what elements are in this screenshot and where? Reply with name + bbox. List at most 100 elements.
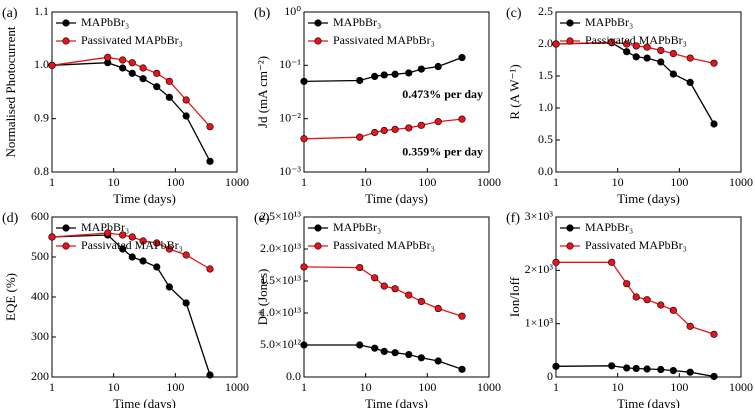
- data-point: [669, 49, 677, 58]
- y-tick-label: 2.5: [538, 4, 553, 18]
- data-point: [458, 53, 466, 62]
- data-point: [153, 263, 161, 271]
- plot-frame: [555, 11, 742, 173]
- legend-marker: [314, 242, 322, 250]
- data-point: [643, 296, 651, 304]
- legend-marker: [566, 19, 574, 27]
- data-point: [300, 77, 308, 85]
- data-point: [608, 38, 616, 46]
- data-point: [405, 351, 413, 359]
- x-tick-label: 1000: [729, 175, 753, 189]
- x-tick-label: 100: [166, 380, 184, 394]
- panel: (b) Time (days) Jd (mA cm⁻²) 1 10 100 1000 10⁻³…: [254, 4, 501, 206]
- data-point: [657, 46, 665, 55]
- data-point: [623, 364, 631, 372]
- legend-label: Passivated MAPbBr₃: [333, 238, 435, 252]
- data-point: [643, 365, 651, 373]
- data-point: [206, 123, 214, 131]
- y-tick-label: 1.0: [538, 100, 553, 114]
- data-point: [371, 72, 379, 81]
- x-axis-label: Time (days): [113, 191, 176, 206]
- y-tick-label: 400: [31, 289, 49, 303]
- data-point: [632, 293, 640, 301]
- panel: (c) Time (days) R (A W⁻¹) 1 10 100 1000 0.0 0.5 1…: [506, 4, 753, 206]
- data-point: [434, 357, 442, 365]
- data-point: [623, 280, 631, 288]
- x-axis-label: Time (days): [365, 396, 428, 408]
- legend-label: MAPbBr₃: [333, 15, 381, 29]
- data-point: [119, 64, 127, 72]
- data-point: [657, 365, 665, 374]
- data-point: [710, 372, 718, 381]
- data-point: [552, 258, 560, 266]
- y-tick-label: 10⁻²: [279, 110, 301, 124]
- data-point: [686, 54, 694, 62]
- data-point: [391, 349, 399, 357]
- data-point: [119, 56, 127, 64]
- data-point: [371, 274, 379, 282]
- legend-marker: [62, 224, 70, 232]
- panel-label: (c): [506, 6, 522, 21]
- data-point: [128, 59, 136, 67]
- legend-label: MAPbBr₃: [81, 15, 129, 29]
- legend-label: Passivated MAPbBr₃: [333, 33, 435, 47]
- y-tick-label: 200: [31, 369, 49, 383]
- data-point: [380, 126, 388, 135]
- data-point: [405, 69, 413, 77]
- data-point: [458, 115, 466, 123]
- data-point: [139, 237, 147, 245]
- x-tick-label: 1: [301, 175, 307, 189]
- data-point: [182, 96, 190, 104]
- y-axis-label: Jd (mA cm⁻²): [255, 56, 270, 128]
- x-tick-label: 100: [418, 380, 436, 394]
- data-point: [165, 245, 173, 253]
- data-point: [104, 53, 112, 61]
- data-point: [128, 69, 136, 77]
- y-tick-label: 1×10³: [525, 315, 554, 329]
- data-point: [153, 69, 161, 77]
- data-point: [380, 282, 388, 290]
- data-point: [300, 135, 308, 143]
- legend-label: Passivated MAPbBr₃: [81, 33, 183, 47]
- data-point: [608, 362, 616, 370]
- data-point: [669, 70, 677, 78]
- legend-label: Passivated MAPbBr₃: [81, 238, 183, 252]
- data-point: [643, 54, 651, 62]
- data-point: [710, 120, 718, 128]
- y-tick-label: 600: [31, 209, 49, 223]
- data-point: [552, 362, 560, 370]
- data-point: [405, 291, 413, 299]
- x-tick-label: 10: [360, 380, 372, 394]
- plot-frame: [555, 216, 742, 378]
- legend-marker: [314, 19, 322, 27]
- x-tick-label: 1: [301, 380, 307, 394]
- legend-label: MAPbBr₃: [585, 220, 633, 234]
- data-point: [48, 233, 56, 241]
- data-point: [128, 233, 136, 241]
- data-point: [104, 229, 112, 237]
- data-point: [434, 304, 442, 313]
- x-tick-label: 1: [49, 175, 55, 189]
- data-point: [608, 258, 616, 266]
- data-point: [686, 368, 694, 376]
- data-point: [182, 299, 190, 307]
- data-point: [686, 322, 694, 330]
- plot-frame: [303, 11, 490, 173]
- y-axis-label: Ion/Ioff: [507, 276, 522, 317]
- data-point: [139, 64, 147, 72]
- data-point: [153, 239, 161, 247]
- data-point: [356, 341, 364, 349]
- data-point: [657, 301, 665, 309]
- data-point: [417, 65, 425, 73]
- y-tick-label: 300: [31, 329, 49, 343]
- data-point: [206, 265, 214, 273]
- x-tick-label: 10: [108, 380, 120, 394]
- data-point: [119, 231, 127, 239]
- x-tick-label: 10: [612, 380, 624, 394]
- data-point: [434, 62, 442, 71]
- y-tick-label: 1.0: [34, 57, 49, 71]
- x-axis-label: Time (days): [365, 191, 428, 206]
- y-tick-label: 10⁻³: [279, 164, 301, 178]
- data-point: [686, 78, 694, 86]
